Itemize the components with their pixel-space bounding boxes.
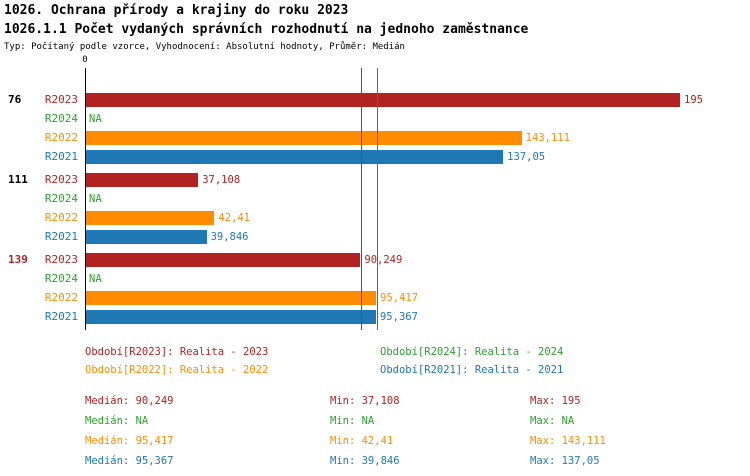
stat-median: Medián: 90,249 <box>85 395 174 407</box>
stat-max: Max: NA <box>530 415 575 427</box>
bar-row: R2021 39,846 <box>0 230 750 244</box>
series-label: R2022 <box>44 211 78 224</box>
chart-subtitle: 1026.1.1 Počet vydaných správních rozhod… <box>4 22 529 37</box>
bar-row: R2022 143,111 <box>0 131 750 145</box>
bar-row: R2024 NA <box>0 112 750 126</box>
stats-row-r2021: Medián: 95,367 Min: 39,846 Max: 137,05 <box>85 451 745 471</box>
stat-min: Min: 37,108 <box>330 395 400 407</box>
stat-max: Max: 137,05 <box>530 455 600 467</box>
group-label: 76 <box>8 93 22 106</box>
value-label: 90,249 <box>364 254 403 266</box>
bar-r2021 <box>85 310 376 324</box>
series-label: R2023 <box>44 93 78 106</box>
value-label: 39,846 <box>210 231 249 243</box>
chart-meta: Typ: Počítaný podle vzorce, Vyhodnocení:… <box>4 42 405 52</box>
stats-row-r2023: Medián: 90,249 Min: 37,108 Max: 195 <box>85 391 745 411</box>
value-label: NA <box>89 193 102 205</box>
series-label: R2022 <box>44 291 78 304</box>
stat-max: Max: 195 <box>530 395 581 407</box>
series-label: R2023 <box>44 253 78 266</box>
stats-row-r2024: Medián: NA Min: NA Max: NA <box>85 411 745 431</box>
series-label: R2024 <box>44 192 78 205</box>
series-label: R2022 <box>44 131 78 144</box>
legend-item-r2024: Období[R2024]: Realita - 2024 <box>380 346 564 358</box>
stat-max: Max: 143,111 <box>530 435 606 447</box>
value-label: 195 <box>684 94 703 106</box>
stat-median: Medián: 95,367 <box>85 455 174 467</box>
group-label: 111 <box>8 173 28 186</box>
series-label: R2023 <box>44 173 78 186</box>
chart-title: 1026. Ochrana přírody a krajiny do roku … <box>4 3 349 18</box>
x-axis-zero-label: 0 <box>82 55 88 65</box>
stats-row-r2022: Medián: 95,417 Min: 42,41 Max: 143,111 <box>85 431 745 451</box>
chart-rows: 76 R2023 195 R2024 NA R2022 143,111 R2021 137,05… <box>0 93 750 333</box>
bar-row: R2021 95,367 <box>0 310 750 324</box>
value-label: 137,05 <box>507 151 546 163</box>
chart-legend: Období[R2023]: Realita - 2023 Období[R20… <box>85 346 563 376</box>
series-label: R2021 <box>44 230 78 243</box>
stat-min: Min: NA <box>330 415 375 427</box>
legend-item-r2023: Období[R2023]: Realita - 2023 <box>85 346 269 358</box>
stat-median: Medián: NA <box>85 415 149 427</box>
bar-r2021 <box>85 230 207 244</box>
group-label: 139 <box>8 253 28 266</box>
value-label: 37,108 <box>202 174 241 186</box>
stat-min: Min: 39,846 <box>330 455 400 467</box>
bar-r2023 <box>85 253 361 267</box>
stat-median: Medián: 95,417 <box>85 435 174 447</box>
bar-row: R2021 137,05 <box>0 150 750 164</box>
bar-r2022 <box>85 291 377 305</box>
series-label: R2024 <box>44 272 78 285</box>
bar-row: R2023 37,108 <box>0 173 750 187</box>
value-label: NA <box>89 273 102 285</box>
series-label: R2021 <box>44 150 78 163</box>
bar-row: R2024 NA <box>0 192 750 206</box>
bar-r2022 <box>85 131 522 145</box>
stat-min: Min: 42,41 <box>330 435 394 447</box>
bar-row: R2022 95,417 <box>0 291 750 305</box>
value-label: NA <box>89 113 102 125</box>
bar-r2023 <box>85 173 199 187</box>
bar-row: R2024 NA <box>0 272 750 286</box>
value-label: 42,41 <box>218 212 250 224</box>
value-label: 95,417 <box>380 292 419 304</box>
bar-row: R2023 90,249 <box>0 253 750 267</box>
bar-r2022 <box>85 211 215 225</box>
series-label: R2024 <box>44 112 78 125</box>
series-label: R2021 <box>44 310 78 323</box>
legend-item-r2021: Období[R2021]: Realita - 2021 <box>380 364 564 376</box>
value-label: 95,367 <box>379 311 418 323</box>
bar-r2021 <box>85 150 504 164</box>
value-label: 143,111 <box>525 132 570 144</box>
legend-item-r2022: Období[R2022]: Realita - 2022 <box>85 364 269 376</box>
stats-table: Medián: 90,249 Min: 37,108 Max: 195 Medi… <box>85 391 745 471</box>
bar-row: R2023 195 <box>0 93 750 107</box>
bar-r2023 <box>85 93 680 107</box>
bar-row: R2022 42,41 <box>0 211 750 225</box>
